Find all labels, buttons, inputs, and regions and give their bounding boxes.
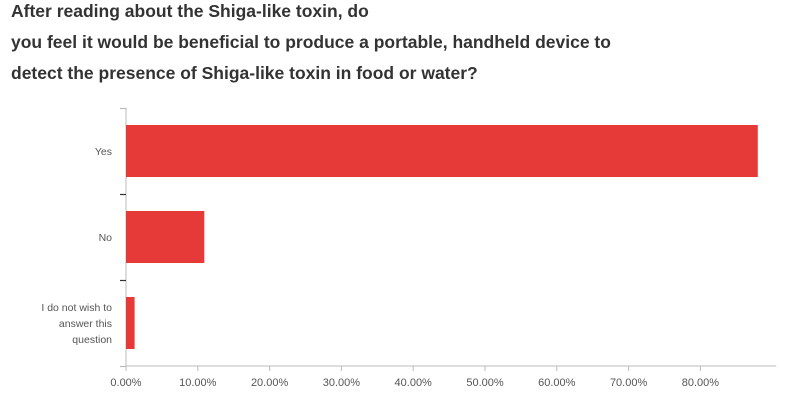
category-label-line: Yes (95, 146, 112, 158)
bar (126, 125, 758, 177)
category-label-line: answer this (59, 318, 112, 330)
x-tick-label: 50.00% (466, 377, 504, 389)
chart-title-line: detect the presence of Shiga-like toxin … (11, 63, 478, 83)
chart-title-line: After reading about the Shiga-like toxin… (11, 1, 369, 21)
category-label: No (99, 232, 113, 244)
x-tick-label: 0.00% (110, 377, 141, 389)
chart-title-line: you feel it would be beneficial to produ… (11, 32, 611, 52)
category-label-line: No (99, 232, 113, 244)
x-tick-label: 20.00% (251, 377, 289, 389)
x-tick-label: 10.00% (179, 377, 217, 389)
category-label: Yes (95, 146, 112, 158)
category-labels: Yes No I do not wish to answer this question (41, 146, 112, 346)
x-tick-label: 30.00% (323, 377, 361, 389)
x-tick-label: 70.00% (610, 377, 648, 389)
category-label-line: question (72, 334, 112, 346)
category-label-line: I do not wish to (41, 302, 112, 314)
x-tick-label: 80.00% (682, 377, 720, 389)
x-tick-label: 40.00% (395, 377, 433, 389)
chart-title: After reading about the Shiga-like toxin… (11, 0, 771, 89)
x-axis-ticks: 0.00% 10.00% 20.00% 30.00% 40.00% 50.00% 60.00… (110, 366, 719, 389)
bar (126, 211, 205, 263)
x-tick-label: 60.00% (538, 377, 576, 389)
bar (126, 297, 135, 349)
category-label: I do not wish to answer this question (41, 302, 112, 346)
chart-bars (126, 125, 758, 349)
